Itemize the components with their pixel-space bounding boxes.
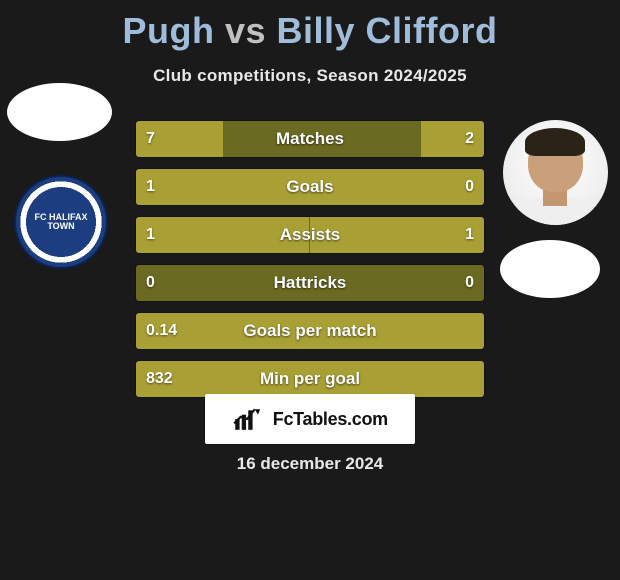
player2-club-badge [500,240,600,298]
stat-row: 00Hattricks [135,264,485,302]
page-title: Pugh vs Billy Clifford [0,0,620,52]
logo-text: FcTables.com [273,409,388,430]
stat-value-right: 0 [455,169,484,205]
comparison-card: Pugh vs Billy Clifford Club competitions… [0,0,620,580]
source-logo: FcTables.com [205,394,415,444]
stat-row: 832Min per goal [135,360,485,398]
subtitle: Club competitions, Season 2024/2025 [0,66,620,86]
stat-value-left: 0 [136,265,165,301]
stat-value-left: 7 [136,121,165,157]
comparison-bars: 72Matches10Goals11Assists00Hattricks0.14… [135,120,485,408]
stat-value-right: 2 [455,121,484,157]
stat-value-right: 0 [455,265,484,301]
stat-row: 0.14Goals per match [135,312,485,350]
player1-club-badge: FC HALIFAX TOWN [14,175,108,269]
club1-line2: TOWN [35,222,88,231]
stat-row: 72Matches [135,120,485,158]
stat-value-left: 832 [136,361,183,397]
player1-avatar [7,83,112,141]
logo-icon [232,406,267,432]
vs-label: vs [225,10,266,51]
player1-name: Pugh [122,10,214,51]
stat-row: 11Assists [135,216,485,254]
player2-avatar [503,120,608,225]
stat-value-left: 1 [136,217,165,253]
stat-row: 10Goals [135,168,485,206]
stat-value-left: 1 [136,169,165,205]
player2-name: Billy Clifford [277,10,498,51]
stat-value-left: 0.14 [136,313,187,349]
stat-value-right: 1 [455,217,484,253]
date: 16 december 2024 [0,454,620,474]
